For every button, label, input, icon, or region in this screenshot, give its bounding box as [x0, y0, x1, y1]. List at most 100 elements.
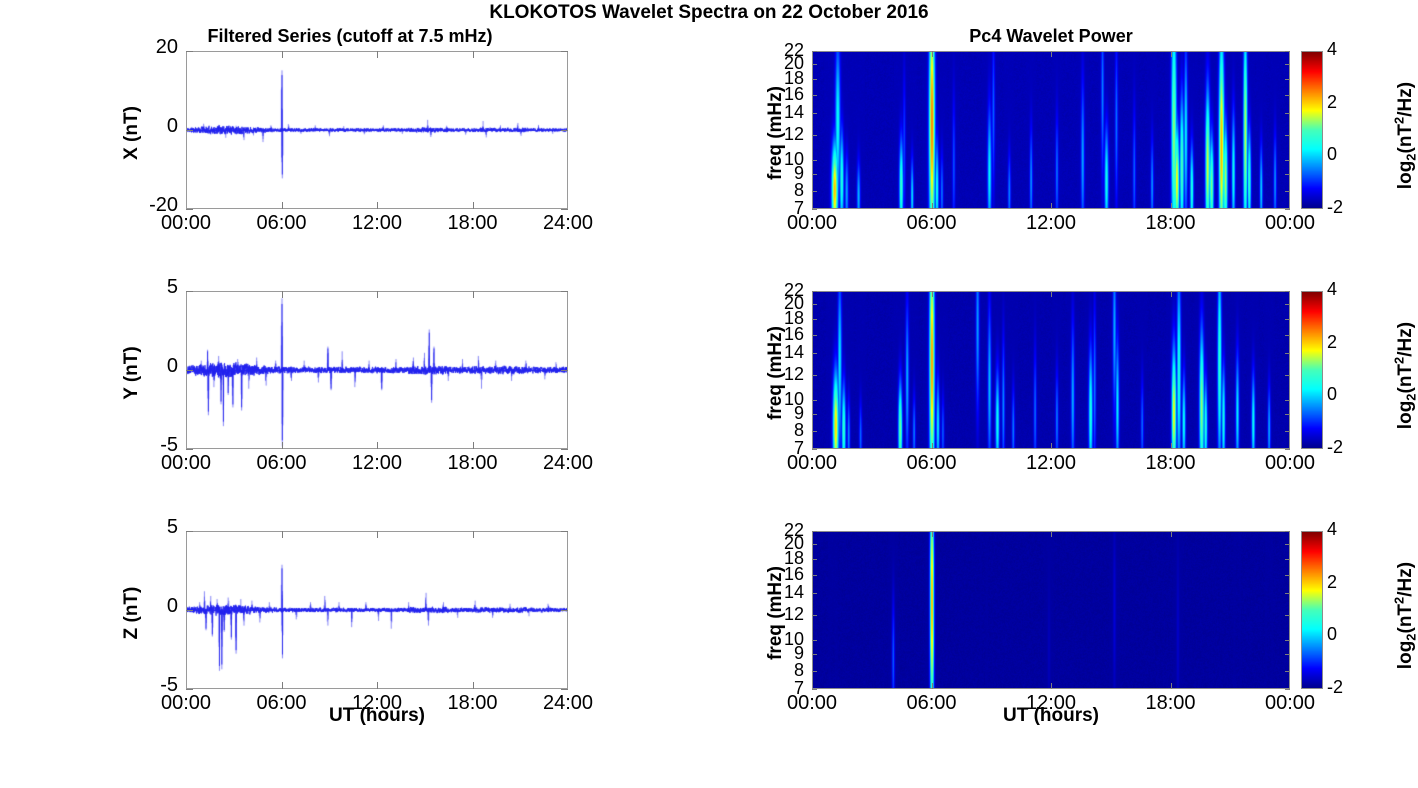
axis-tick-mark [282, 291, 283, 298]
wavelet-ytick-label: 14 [783, 342, 804, 363]
wavelet-ytick-label: 7 [793, 198, 804, 218]
axis-tick-mark [282, 51, 283, 58]
y-filtered-series-plot [186, 291, 568, 449]
axis-tick-mark [1285, 431, 1290, 432]
axis-tick-mark [812, 353, 817, 354]
axis-tick-mark [561, 130, 568, 131]
series-ytick-label: 5 [166, 276, 178, 298]
series-canvas [187, 292, 567, 448]
axis-tick-mark [473, 531, 474, 538]
axis-tick-mark [1051, 683, 1052, 689]
colorbar-tick-label: 4 [1327, 279, 1338, 299]
axis-tick-mark [1285, 654, 1290, 655]
series-ytick-label: -20 [149, 194, 178, 216]
z-colorbar-label: log2(nT2/Hz) [1391, 561, 1418, 670]
axis-tick-mark [282, 202, 283, 209]
axis-tick-mark [812, 431, 817, 432]
wavelet-ytick-label: 16 [783, 563, 804, 584]
axis-tick-mark [812, 671, 817, 672]
wavelet-xtick-label: 18:00 [1145, 212, 1196, 234]
wavelet-ytick-label: 7 [793, 678, 804, 698]
axis-tick-mark [1285, 640, 1290, 641]
colorbar-tick-label: 0 [1327, 624, 1338, 645]
wavelet-xtick-label: 18:00 [1145, 452, 1196, 474]
series-xtick-label: 12:00 [351, 692, 403, 714]
colorbar-gradient [1302, 52, 1322, 208]
axis-tick-mark [1285, 160, 1290, 161]
series-xtick-label: 18:00 [447, 452, 498, 474]
wavelet-ytick-label: 14 [783, 582, 804, 603]
series-canvas [187, 532, 567, 688]
wavelet-xtick-label: 00:00 [786, 452, 838, 474]
axis-tick-mark [1285, 559, 1290, 560]
axis-tick-mark [377, 682, 378, 689]
axis-tick-mark [1285, 689, 1290, 690]
figure-suptitle: KLOKOTOS Wavelet Spectra on 22 October 2… [489, 2, 929, 23]
axis-tick-mark [561, 291, 568, 292]
wavelet-ytick-label: 9 [793, 403, 804, 424]
axis-tick-mark [812, 449, 817, 450]
axis-tick-mark [812, 414, 817, 415]
axis-tick-mark [1285, 544, 1290, 545]
axis-tick-mark [812, 689, 817, 690]
axis-tick-mark [377, 531, 378, 538]
series-xtick-label: 18:00 [447, 212, 498, 234]
axis-tick-mark [1171, 51, 1172, 57]
wavelet-heatmap-canvas [813, 292, 1289, 448]
axis-tick-mark [812, 160, 817, 161]
axis-tick-mark [377, 202, 378, 209]
axis-tick-mark [1285, 449, 1290, 450]
wavelet-xtick-label: 18:00 [1145, 692, 1196, 714]
series-xtick-label: 18:00 [447, 692, 498, 714]
series-xtick-label: 06:00 [256, 212, 307, 234]
wavelet-xtick-label: 12:00 [1025, 452, 1077, 474]
series-ytick-label: 0 [166, 595, 178, 617]
wavelet-ytick-label: 12 [783, 363, 804, 384]
axis-tick-mark [812, 209, 817, 210]
axis-tick-mark [561, 51, 568, 52]
wavelet-ytick-label: 12 [783, 123, 804, 144]
series-xtick-label: 12:00 [351, 212, 403, 234]
axis-tick-mark [1285, 400, 1290, 401]
colorbar-tick-label: -2 [1327, 677, 1344, 697]
axis-tick-mark [473, 51, 474, 58]
wavelet-xtick-label: 12:00 [1025, 692, 1077, 714]
axis-tick-mark [1285, 135, 1290, 136]
wavelet-ytick-label: 18 [783, 67, 804, 88]
axis-tick-mark [812, 191, 817, 192]
axis-tick-mark [377, 442, 378, 449]
axis-tick-mark [812, 615, 817, 616]
series-ytick-label: 0 [166, 115, 178, 137]
axis-tick-mark [473, 682, 474, 689]
right-column-title: Pc4 Wavelet Power [969, 26, 1133, 46]
axis-tick-mark [186, 689, 193, 690]
axis-tick-mark [473, 442, 474, 449]
axis-tick-mark [812, 559, 817, 560]
colorbar-tick-label: 2 [1327, 331, 1338, 352]
series-xtick-label: 24:00 [542, 212, 594, 234]
series-ytick-label: 5 [166, 516, 178, 538]
series-xtick-label: 00:00 [160, 452, 212, 474]
wavelet-ytick-label: 10 [783, 628, 804, 649]
axis-tick-mark [561, 370, 568, 371]
axis-tick-mark [932, 443, 933, 449]
wavelet-xtick-label: 00:00 [1264, 212, 1316, 234]
axis-tick-mark [186, 610, 193, 611]
axis-tick-mark [1285, 319, 1290, 320]
wavelet-xtick-label: 06:00 [906, 692, 957, 714]
wavelet-ytick-label: 8 [793, 419, 804, 440]
wavelet-ytick-label: 8 [793, 659, 804, 680]
axis-tick-mark [812, 640, 817, 641]
axis-tick-mark [812, 575, 817, 576]
wavelet-ytick-label: 22 [783, 280, 804, 300]
axis-tick-mark [1171, 683, 1172, 689]
colorbar-tick-label: -2 [1327, 437, 1344, 457]
axis-tick-mark [186, 449, 193, 450]
axis-tick-mark [1285, 209, 1290, 210]
wavelet-ytick-label: 20 [783, 533, 804, 554]
z-filtered-series-plot [186, 531, 568, 689]
y-colorbar-label: log2(nT2/Hz) [1391, 321, 1418, 430]
axis-tick-mark [812, 375, 817, 376]
wavelet-xtick-label: 00:00 [786, 692, 838, 714]
